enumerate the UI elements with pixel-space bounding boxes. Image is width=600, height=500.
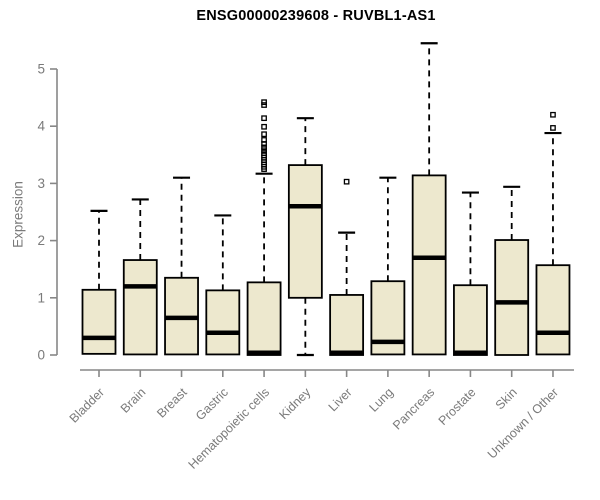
outlier-point bbox=[261, 131, 267, 138]
box-bladder bbox=[81, 209, 117, 355]
x-tick-label-pancreas: Pancreas bbox=[390, 385, 437, 432]
y-tick-label: 1 bbox=[37, 290, 45, 305]
iqr-box bbox=[494, 239, 530, 356]
box-prostate bbox=[453, 191, 488, 356]
outlier-point bbox=[261, 123, 267, 130]
iqr-box bbox=[122, 259, 158, 356]
x-tick-label-lung: Lung bbox=[366, 385, 396, 415]
outlier-point bbox=[343, 178, 350, 185]
box-skin bbox=[494, 185, 530, 356]
outlier-point bbox=[261, 115, 267, 122]
iqr-box bbox=[81, 288, 117, 355]
chart-title: ENSG00000239608 - RUVBL1-AS1 bbox=[196, 8, 436, 24]
x-tick-label-liver: Liver bbox=[326, 385, 355, 414]
x-tick-label-breast: Breast bbox=[154, 385, 190, 421]
iqr-box bbox=[453, 284, 488, 356]
outlier-point bbox=[261, 147, 267, 154]
y-axis-label: Expression bbox=[10, 181, 26, 248]
x-tick-label-prostate: Prostate bbox=[436, 385, 479, 428]
iqr-box bbox=[329, 294, 365, 356]
box-lung bbox=[370, 176, 406, 356]
box-breast bbox=[164, 176, 199, 356]
axes bbox=[50, 68, 574, 377]
iqr-box bbox=[246, 281, 282, 356]
outlier-point bbox=[261, 99, 267, 106]
box-unknown-other bbox=[535, 111, 571, 356]
x-tick-label-skin: Skin bbox=[493, 385, 520, 412]
box-hematopoietic-cells bbox=[246, 99, 282, 356]
outlier-point bbox=[261, 102, 267, 108]
outlier-point bbox=[550, 125, 556, 131]
x-tick-label-kidney: Kidney bbox=[277, 385, 314, 422]
x-tick-label-gastric: Gastric bbox=[193, 385, 231, 423]
iqr-box bbox=[535, 264, 571, 356]
x-tick-label-brain: Brain bbox=[118, 385, 149, 416]
outlier-point bbox=[550, 111, 556, 118]
x-tick-label-unknown-other: Unknown / Other bbox=[485, 385, 561, 461]
outlier-point bbox=[261, 137, 267, 143]
box-kidney bbox=[287, 117, 323, 357]
iqr-box bbox=[205, 289, 241, 356]
box-pancreas bbox=[411, 42, 447, 356]
iqr-box bbox=[411, 174, 447, 356]
box-brain bbox=[122, 198, 158, 356]
outlier-point bbox=[261, 144, 267, 151]
y-tick-label: 0 bbox=[37, 348, 45, 363]
x-tick-label-bladder: Bladder bbox=[67, 385, 107, 425]
y-tick-label: 2 bbox=[37, 233, 45, 248]
iqr-box bbox=[287, 164, 323, 299]
y-tick-label: 3 bbox=[37, 176, 45, 191]
y-tick-label: 4 bbox=[37, 119, 45, 134]
x-tick-label-hematopoietic-cells: Hematopoietic cells bbox=[186, 385, 273, 472]
outlier-point bbox=[261, 150, 267, 156]
y-tick-label: 5 bbox=[37, 62, 45, 77]
box-gastric bbox=[205, 214, 241, 356]
box-liver bbox=[329, 178, 365, 356]
